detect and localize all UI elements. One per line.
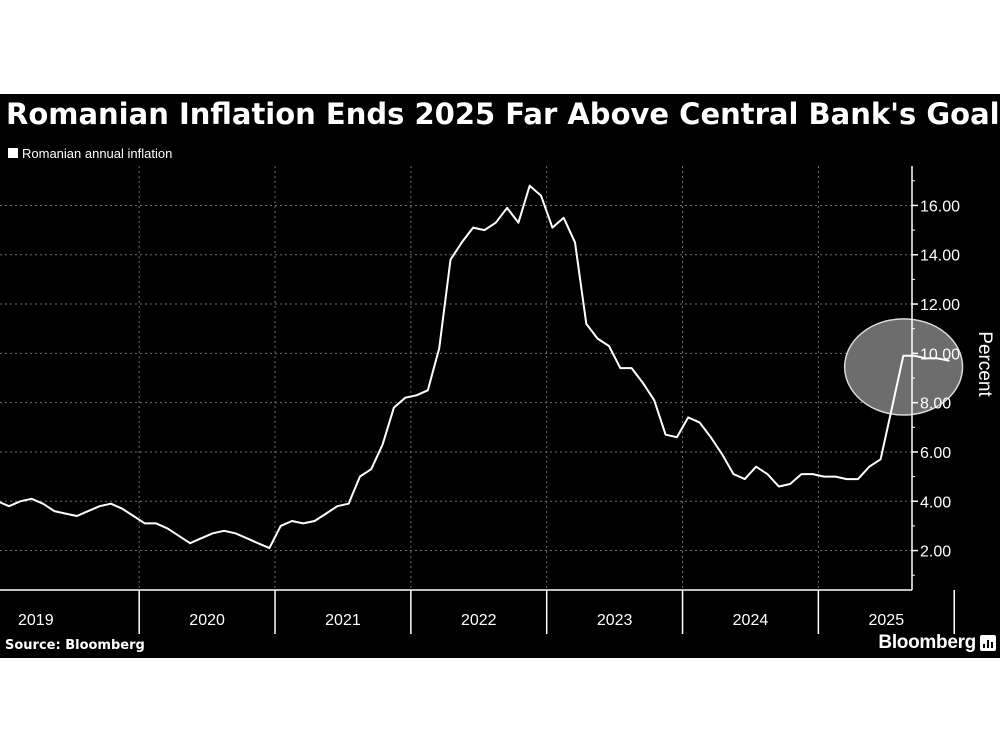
x-tick-label: 2022 — [461, 612, 497, 629]
source-note: Source: Bloomberg — [5, 638, 145, 653]
y-axis-title: Percent — [974, 331, 995, 397]
y-tick-label: 14.00 — [920, 248, 960, 265]
bloomberg-chart-icon — [980, 635, 996, 651]
x-tick-label: 2023 — [597, 612, 633, 629]
x-tick-label: 2020 — [189, 612, 225, 629]
x-tick-label: 2025 — [869, 612, 905, 629]
y-tick-label: 10.00 — [920, 346, 960, 363]
series-line — [0, 184, 950, 550]
y-tick-label: 4.00 — [920, 494, 951, 511]
chart-panel: Romanian Inflation Ends 2025 Far Above C… — [0, 94, 1000, 658]
brand-logo: Bloomberg — [878, 632, 996, 654]
legend-label: Romanian annual inflation — [22, 145, 173, 161]
y-tick-label: 16.00 — [920, 198, 960, 215]
y-tick-label: 6.00 — [920, 445, 951, 462]
x-tick-label: 2024 — [733, 612, 769, 629]
x-tick-label: 2019 — [18, 612, 54, 629]
chart-title: Romanian Inflation Ends 2025 Far Above C… — [6, 97, 1000, 131]
legend: Romanian annual inflation — [8, 144, 172, 162]
y-tick-label: 8.00 — [920, 396, 951, 413]
brand-name: Bloomberg — [878, 632, 976, 653]
x-tick-label: 2021 — [325, 612, 361, 629]
y-tick-label: 2.00 — [920, 544, 951, 561]
line-chart: 2.00 4.00 6.00 8.00 10.00 12.00 14.00 16.00 Perc… — [0, 166, 995, 634]
y-tick-label: 12.00 — [920, 297, 960, 314]
highlight-circle — [843, 318, 964, 416]
legend-swatch — [8, 148, 18, 158]
